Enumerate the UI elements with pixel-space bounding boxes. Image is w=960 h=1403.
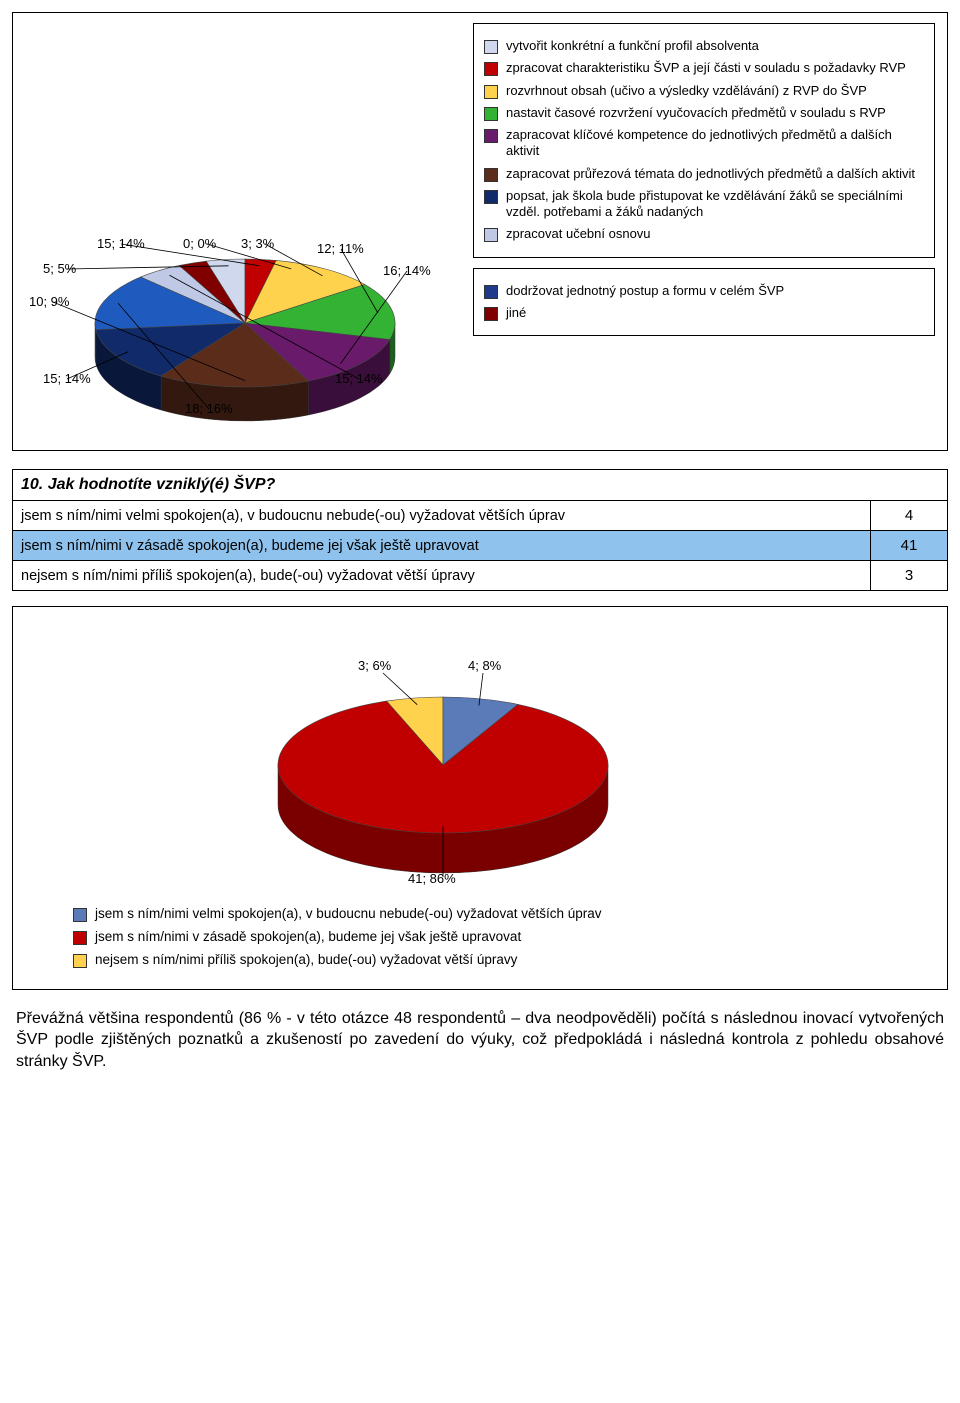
- legend-item: zpracovat charakteristiku ŠVP a její čás…: [484, 60, 924, 76]
- row-value: 4: [871, 501, 948, 531]
- row-value: 41: [871, 531, 948, 561]
- summary-paragraph: Převážná většina respondentů (86 % - v t…: [16, 1008, 944, 1073]
- chart2-container: 3; 6% 4; 8% 41; 86% jsem s ním/nimi velmi …: [12, 606, 948, 990]
- svg-text:15; 14%: 15; 14%: [43, 371, 91, 386]
- legend-swatch: [73, 908, 87, 922]
- legend-item: zapracovat průřezová témata do jednotliv…: [484, 166, 924, 182]
- svg-text:3; 6%: 3; 6%: [358, 658, 392, 673]
- chart1-legend-box-a: vytvořit konkrétní a funkční profil abso…: [473, 23, 935, 258]
- legend-swatch: [484, 307, 498, 321]
- legend-label: jiné: [506, 305, 924, 321]
- legend-swatch: [73, 931, 87, 945]
- legend-label: dodržovat jednotný postup a formu v celé…: [506, 283, 924, 299]
- svg-text:10; 9%: 10; 9%: [29, 294, 70, 309]
- svg-text:3; 3%: 3; 3%: [241, 236, 275, 251]
- svg-text:12; 11%: 12; 11%: [317, 241, 364, 256]
- question-10-table: 10. Jak hodnotíte vzniklý(é) ŠVP? jsem s…: [12, 469, 948, 591]
- legend-item: popsat, jak škola bude přistupovat ke vz…: [484, 188, 924, 221]
- legend-swatch: [73, 954, 87, 968]
- legend-swatch: [484, 107, 498, 121]
- legend-item: dodržovat jednotný postup a formu v celé…: [484, 283, 924, 299]
- chart2-legend: jsem s ním/nimi velmi spokojen(a), v bud…: [73, 906, 887, 969]
- legend-label: zapracovat průřezová témata do jednotliv…: [506, 166, 924, 182]
- chart1-legend-box-b: dodržovat jednotný postup a formu v celé…: [473, 268, 935, 337]
- row-value: 3: [871, 561, 948, 591]
- legend-item: zpracovat učební osnovu: [484, 226, 924, 242]
- legend-label: zapracovat klíčové kompetence do jednotl…: [506, 127, 924, 160]
- legend-item: jsem s ním/nimi velmi spokojen(a), v bud…: [73, 906, 887, 923]
- legend-item: rozvrhnout obsah (učivo a výsledky vzděl…: [484, 83, 924, 99]
- legend-label: nastavit časové rozvržení vyučovacích př…: [506, 105, 924, 121]
- legend-swatch: [484, 168, 498, 182]
- legend-item: jsem s ním/nimi v zásadě spokojen(a), bu…: [73, 929, 887, 946]
- pie-chart-1-svg: 5; 5% 15; 14% 0; 0% 3; 3% 12; 11% 16; 14% 10; …: [25, 23, 465, 433]
- row-text: jsem s ním/nimi v zásadě spokojen(a), bu…: [13, 531, 871, 561]
- row-text: jsem s ním/nimi velmi spokojen(a), v bud…: [13, 501, 871, 531]
- legend-swatch: [484, 190, 498, 204]
- legend-swatch: [484, 40, 498, 54]
- legend-label: popsat, jak škola bude přistupovat ke vz…: [506, 188, 924, 221]
- svg-text:15; 14%: 15; 14%: [97, 236, 145, 251]
- svg-text:16; 14%: 16; 14%: [383, 263, 431, 278]
- pie-chart-2-svg: 3; 6% 4; 8% 41; 86%: [73, 625, 833, 895]
- table-row: jsem s ním/nimi v zásadě spokojen(a), bu…: [13, 531, 948, 561]
- legend-swatch: [484, 62, 498, 76]
- legend-item: nejsem s ním/nimi příliš spokojen(a), bu…: [73, 952, 887, 969]
- legend-label: rozvrhnout obsah (učivo a výsledky vzděl…: [506, 83, 924, 99]
- row-text: nejsem s ním/nimi příliš spokojen(a), bu…: [13, 561, 871, 591]
- svg-text:41; 86%: 41; 86%: [408, 871, 456, 886]
- table-row: nejsem s ním/nimi příliš spokojen(a), bu…: [13, 561, 948, 591]
- legend-swatch: [484, 285, 498, 299]
- legend-label: zpracovat učební osnovu: [506, 226, 924, 242]
- legend-item: jiné: [484, 305, 924, 321]
- legend-swatch: [484, 129, 498, 143]
- pie-chart-1: 5; 5% 15; 14% 0; 0% 3; 3% 12; 11% 16; 14% 10; …: [25, 23, 465, 436]
- svg-text:0; 0%: 0; 0%: [183, 236, 217, 251]
- table-title: 10. Jak hodnotíte vzniklý(é) ŠVP?: [13, 470, 948, 501]
- svg-text:5; 5%: 5; 5%: [43, 261, 77, 276]
- svg-text:18; 16%: 18; 16%: [185, 401, 233, 416]
- legend-swatch: [484, 85, 498, 99]
- legend-label: vytvořit konkrétní a funkční profil abso…: [506, 38, 924, 54]
- chart1-container: 5; 5% 15; 14% 0; 0% 3; 3% 12; 11% 16; 14% 10; …: [12, 12, 948, 451]
- legend-label: nejsem s ním/nimi příliš spokojen(a), bu…: [95, 952, 887, 969]
- legend-item: vytvořit konkrétní a funkční profil abso…: [484, 38, 924, 54]
- legend-item: nastavit časové rozvržení vyučovacích př…: [484, 105, 924, 121]
- legend-label: jsem s ním/nimi v zásadě spokojen(a), bu…: [95, 929, 887, 946]
- legend-label: jsem s ním/nimi velmi spokojen(a), v bud…: [95, 906, 887, 923]
- svg-text:4; 8%: 4; 8%: [468, 658, 502, 673]
- legend-item: zapracovat klíčové kompetence do jednotl…: [484, 127, 924, 160]
- legend-swatch: [484, 228, 498, 242]
- table-row: jsem s ním/nimi velmi spokojen(a), v bud…: [13, 501, 948, 531]
- legend-label: zpracovat charakteristiku ŠVP a její čás…: [506, 60, 924, 76]
- svg-text:15; 14%: 15; 14%: [335, 371, 383, 386]
